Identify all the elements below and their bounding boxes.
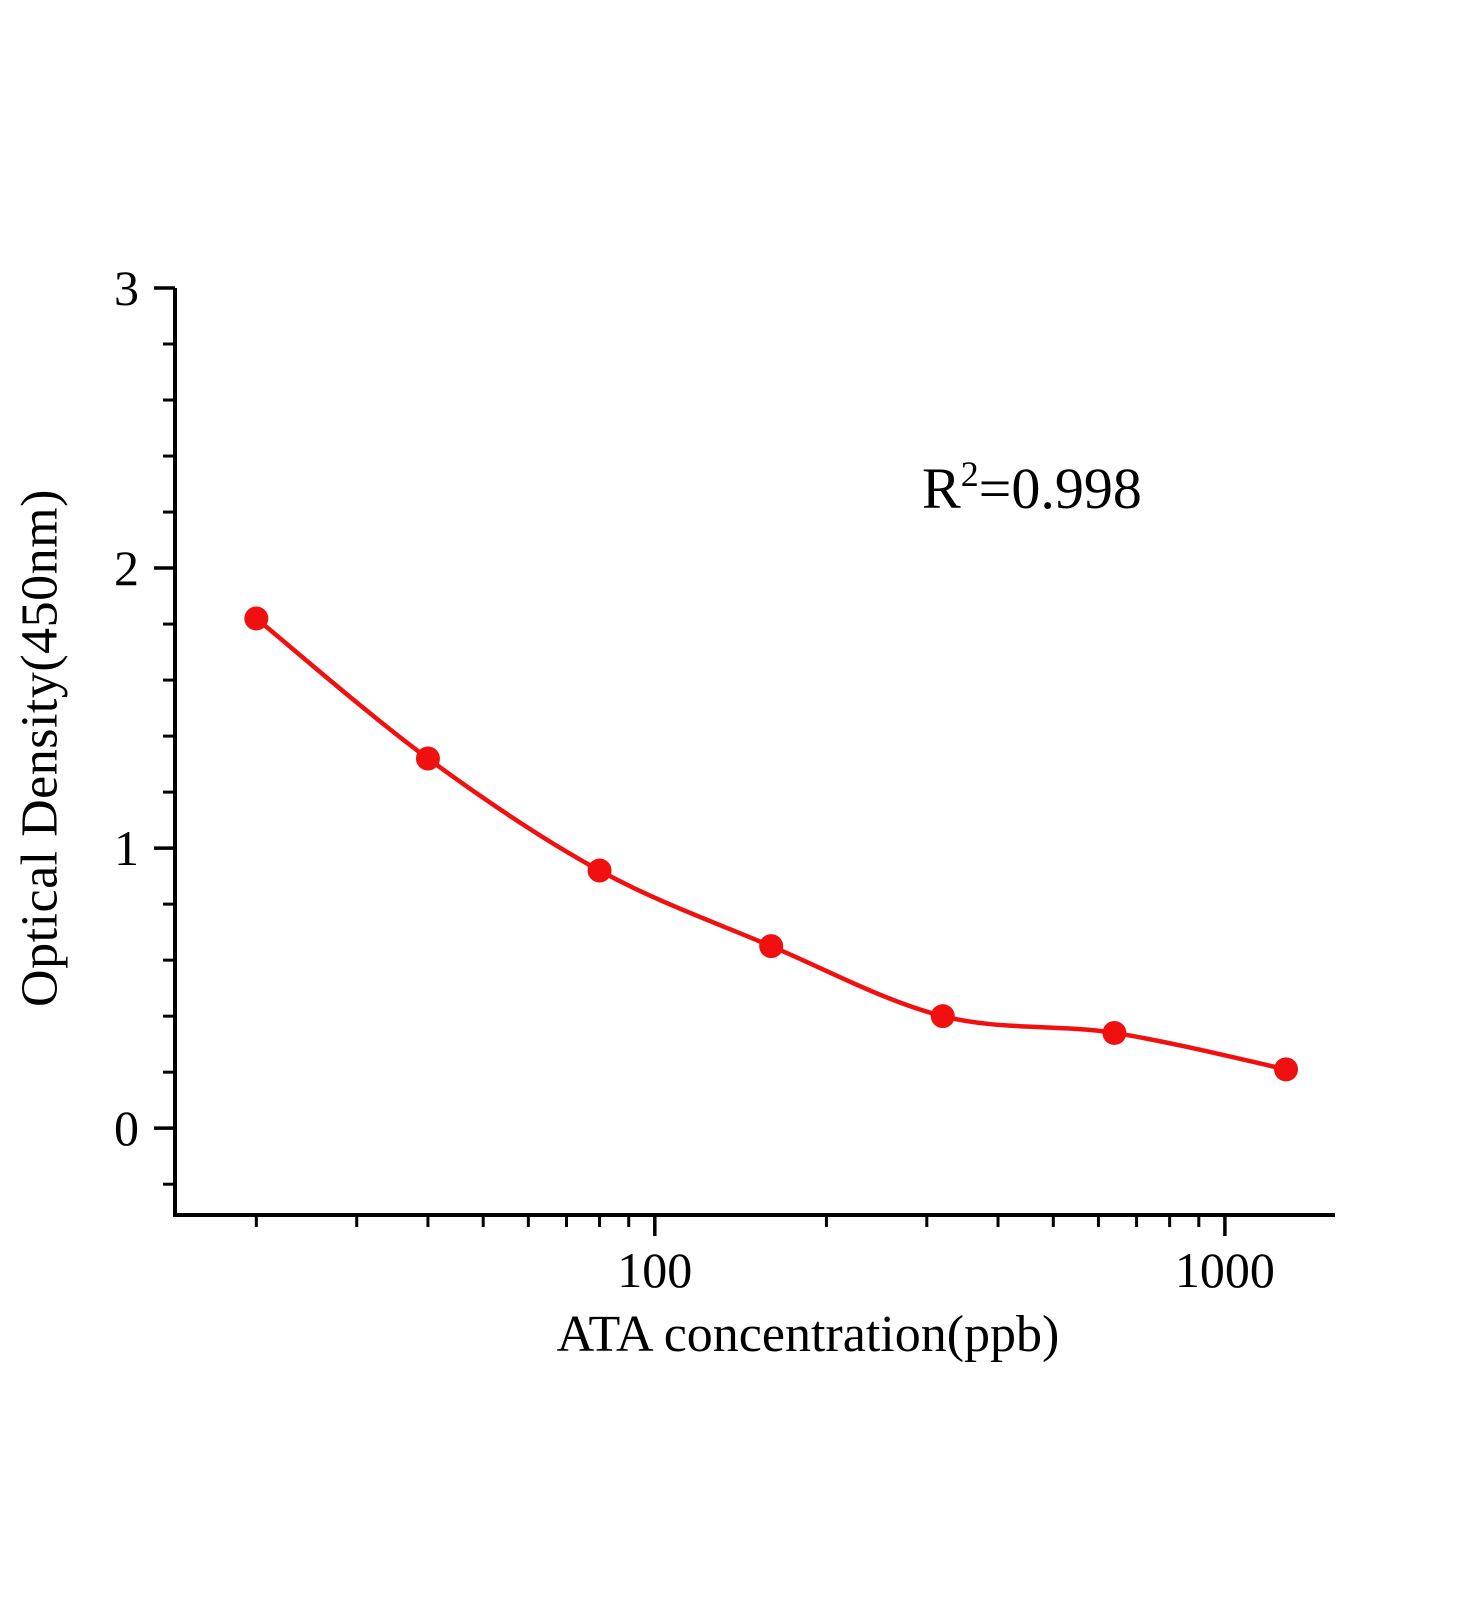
- data-point: [587, 858, 612, 883]
- r-squared-value: =0.998: [978, 456, 1142, 521]
- data-point: [415, 746, 440, 771]
- r-squared-base: R: [922, 456, 961, 521]
- y-tick-label: 3: [114, 260, 139, 316]
- data-point: [244, 606, 269, 631]
- x-tick-label: 100: [617, 1242, 692, 1298]
- fit-curve: [254, 616, 1289, 1072]
- x-axis-title: ATA concentration(ppb): [556, 1306, 1060, 1363]
- y-axis-title: Optical Density(450nm): [11, 489, 69, 1007]
- r-squared-annotation: R2=0.998: [922, 455, 1142, 522]
- data-point: [1102, 1020, 1127, 1045]
- data-point: [930, 1004, 955, 1029]
- y-tick-label: 2: [114, 540, 139, 596]
- data-point: [759, 934, 784, 959]
- y-tick-label: 1: [114, 820, 139, 876]
- r-squared-superscript: 2: [960, 453, 979, 494]
- x-tick-label: 1000: [1175, 1242, 1275, 1298]
- y-tick-label: 0: [114, 1100, 139, 1156]
- data-point: [1274, 1057, 1299, 1082]
